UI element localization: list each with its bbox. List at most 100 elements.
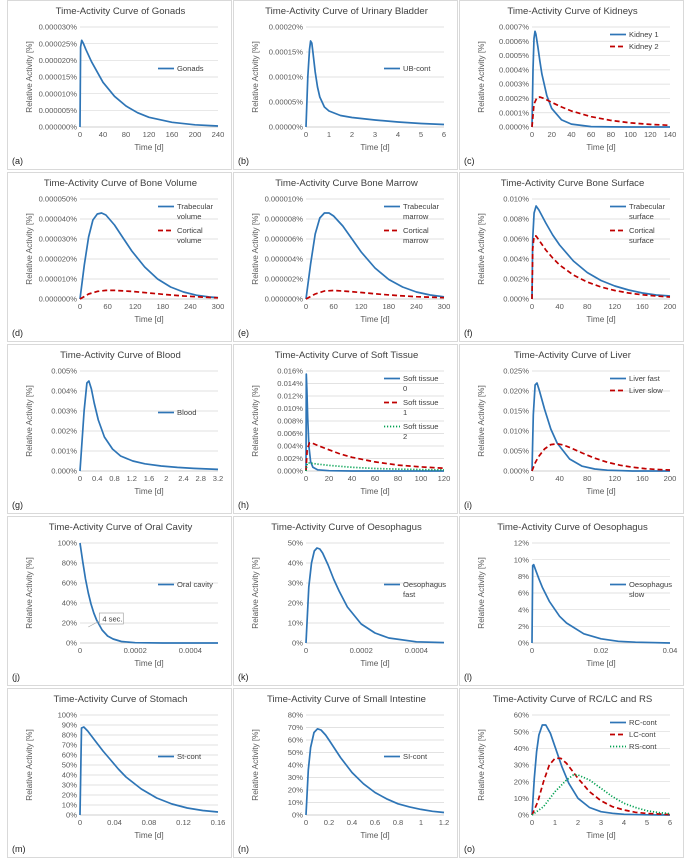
chart-panel-i: Time-Activity Curve of Liver 0.000% 0.005%… (459, 344, 684, 514)
panel-label: (a) (12, 156, 23, 166)
y-tick-label: 0.0006% (499, 37, 529, 46)
x-tick-label: 60 (587, 130, 595, 139)
panel-label: (i) (464, 500, 472, 510)
legend-label: Cortical surface (629, 226, 655, 245)
y-tick-label: 0.0007% (499, 23, 529, 32)
y-tick-label: 0.000025% (39, 39, 78, 48)
chart-svg-h: Time-Activity Curve of Soft Tissue 0.000%… (238, 350, 450, 510)
y-tick-label: 0.000010% (265, 195, 304, 204)
chart-title: Time-Activity Curve of Bone Volume (44, 178, 197, 189)
x-tick-label: 120 (644, 130, 657, 139)
chart-panel-k: Time-Activity Curve of Oesophagus 0% 10% 20… (233, 516, 458, 686)
chart-svg-g: Time-Activity Curve of Blood 0.000% 0.001%… (12, 350, 223, 510)
legend-label: Liver fast (629, 374, 661, 383)
y-tick-label: 0.008% (277, 417, 303, 426)
annotation-box (98, 612, 124, 625)
legend-label: Kidney 2 (629, 42, 659, 51)
x-tick-label: 160 (166, 130, 179, 139)
legend-label: UB-cont (403, 64, 431, 73)
y-axis-label: Relative Activity [%] (477, 385, 486, 456)
chart-svg-d: Time-Activity Curve of Bone Volume 0.0000… (12, 178, 224, 338)
y-tick-label: 0.0000% (499, 123, 529, 132)
y-tick-label: 70% (288, 723, 303, 732)
y-tick-label: 0% (518, 639, 529, 648)
legend-label: Soft tissue 2 (403, 422, 438, 441)
legend-label: Oral cavity (177, 580, 213, 589)
y-axis-label: Relative Activity [%] (25, 729, 34, 800)
legend-label: Kidney 1 (629, 30, 659, 39)
y-tick-label: 0.016% (277, 367, 303, 376)
y-axis-label: Relative Activity [%] (251, 385, 260, 456)
y-tick-label: 0.000000% (39, 123, 78, 132)
y-axis-label: Relative Activity [%] (25, 557, 34, 628)
y-axis-label: Relative Activity [%] (25, 385, 34, 456)
x-tick-label: 0.16 (211, 818, 226, 827)
series-line-soft-tissue-0 (305, 373, 444, 472)
x-tick-label: 0 (304, 130, 308, 139)
y-tick-label: 60% (62, 751, 77, 760)
series-line-rc-cont (531, 724, 671, 816)
x-tick-label: 0.04 (663, 646, 678, 655)
chart-title: Time-Activity Curve of Blood (60, 350, 181, 361)
chart-svg-j: Time-Activity Curve of Oral Cavity 0% 20% 4… (12, 522, 218, 682)
series-line-si-cont (305, 727, 445, 816)
y-tick-label: 0.0001% (499, 108, 529, 117)
y-tick-label: 0.025% (503, 367, 529, 376)
chart-svg-f: Time-Activity Curve Bone Surface 0.000% 0.… (464, 178, 676, 338)
chart-title: Time-Activity Curve of Oral Cavity (49, 522, 193, 533)
series-line-liver-slow (531, 442, 671, 472)
y-tick-label: 0.0002% (499, 94, 529, 103)
chart-title: Time-Activity Curve of Oesophagus (497, 522, 648, 533)
x-tick-label: 4 (396, 130, 400, 139)
y-tick-label: 0.000% (51, 467, 77, 476)
y-tick-label: 0.00015% (269, 48, 303, 57)
x-tick-label: 0.0002 (124, 646, 147, 655)
y-tick-label: 80% (62, 559, 77, 568)
x-axis-label: Time [d] (586, 659, 615, 668)
x-tick-label: 1 (553, 818, 557, 827)
y-tick-label: 0.000040% (39, 215, 78, 224)
x-tick-label: 240 (212, 130, 225, 139)
x-tick-label: 300 (438, 302, 451, 311)
legend-label: St-cont (177, 752, 202, 761)
y-tick-label: 0.015% (503, 407, 529, 416)
x-tick-label: 1.2 (126, 474, 137, 483)
x-tick-label: 2 (164, 474, 168, 483)
y-tick-label: 0.000030% (39, 235, 78, 244)
y-tick-label: 6% (518, 589, 529, 598)
chart-panel-n: Time-Activity Curve of Small Intestine 0%… (233, 688, 458, 858)
y-tick-label: 40% (514, 744, 529, 753)
legend-label: Blood (177, 408, 196, 417)
panel-label: (c) (464, 156, 475, 166)
panel-label: (g) (12, 500, 23, 510)
x-tick-label: 40 (555, 474, 563, 483)
x-tick-label: 0.12 (176, 818, 191, 827)
y-tick-label: 0.010% (503, 427, 529, 436)
y-tick-label: 100% (58, 539, 78, 548)
chart-svg-e: Time-Activity Curve Bone Marrow 0.000000%… (238, 178, 451, 338)
panel-label: (l) (464, 672, 472, 682)
y-tick-label: 0.006% (277, 429, 303, 438)
chart-panel-j: Time-Activity Curve of Oral Cavity 0% 20% 4… (7, 516, 232, 686)
series-line-rs-cont (531, 774, 671, 816)
series-line-kidney-1 (531, 30, 670, 128)
y-tick-label: 50% (514, 727, 529, 736)
series-line-oral-cavity (79, 542, 218, 644)
x-tick-label: 2 (350, 130, 354, 139)
x-tick-label: 80 (583, 474, 591, 483)
y-tick-label: 12% (514, 539, 529, 548)
chart-svg-o: Time-Activity Curve of RC/LC and RS 0% 10%… (464, 694, 672, 854)
chart-title: Time-Activity Curve Bone Surface (501, 178, 645, 189)
x-axis-label: Time [d] (586, 315, 615, 324)
x-tick-label: 60 (329, 302, 337, 311)
legend-label: SI-cont (403, 752, 428, 761)
chart-svg-c: Time-Activity Curve of Kidneys 0.0000% 0.0… (464, 6, 676, 166)
y-tick-label: 50% (288, 748, 303, 757)
x-tick-label: 2.8 (195, 474, 206, 483)
y-tick-label: 10% (514, 555, 529, 564)
x-tick-label: 0.08 (142, 818, 157, 827)
y-tick-label: 0.000010% (39, 89, 78, 98)
y-tick-label: 30% (514, 761, 529, 770)
x-tick-label: 40 (348, 474, 356, 483)
legend-label: Liver slow (629, 386, 663, 395)
